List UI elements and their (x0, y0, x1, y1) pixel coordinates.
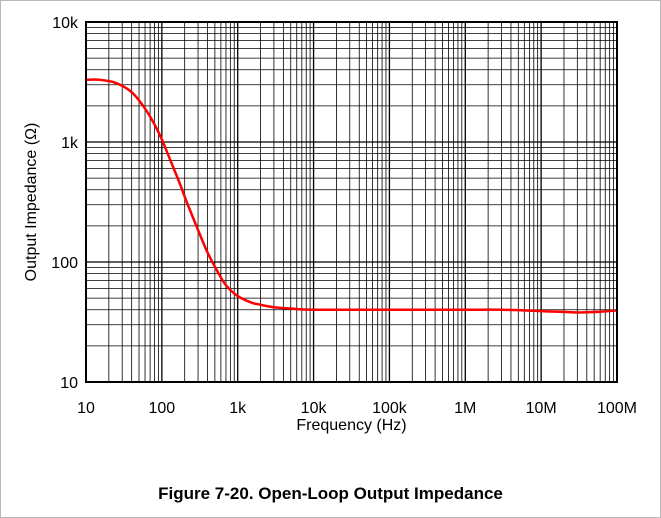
y-tick-label: 10 (60, 375, 78, 392)
x-tick-label: 100k (372, 400, 408, 417)
x-tick-label: 100M (597, 400, 637, 417)
x-tick-label: 100 (149, 400, 176, 417)
x-tick-labels: 10 100 1k 10k 100k 1M 10M 100M (77, 400, 637, 417)
x-axis-title: Frequency (Hz) (296, 417, 406, 434)
series-layer (85, 78, 618, 314)
figure-caption: Figure 7-20. Open-Loop Output Impedance (158, 484, 503, 503)
x-tick-label: 10 (77, 400, 95, 417)
plot-border (85, 21, 618, 383)
x-tick-label: 1M (454, 400, 476, 417)
minor-grid (86, 22, 617, 382)
y-tick-labels: 10 100 1k 10k (51, 15, 79, 392)
x-tick-label: 10k (301, 400, 328, 417)
impedance-curve (85, 78, 618, 314)
y-axis-title: Output Impedance (Ω) (23, 123, 40, 282)
y-tick-label: 1k (61, 135, 79, 152)
y-tick-label: 10k (52, 15, 79, 32)
x-tick-label: 10M (526, 400, 557, 417)
x-tick-label: 1k (229, 400, 247, 417)
y-tick-label: 100 (51, 255, 78, 272)
major-grid (86, 22, 617, 382)
